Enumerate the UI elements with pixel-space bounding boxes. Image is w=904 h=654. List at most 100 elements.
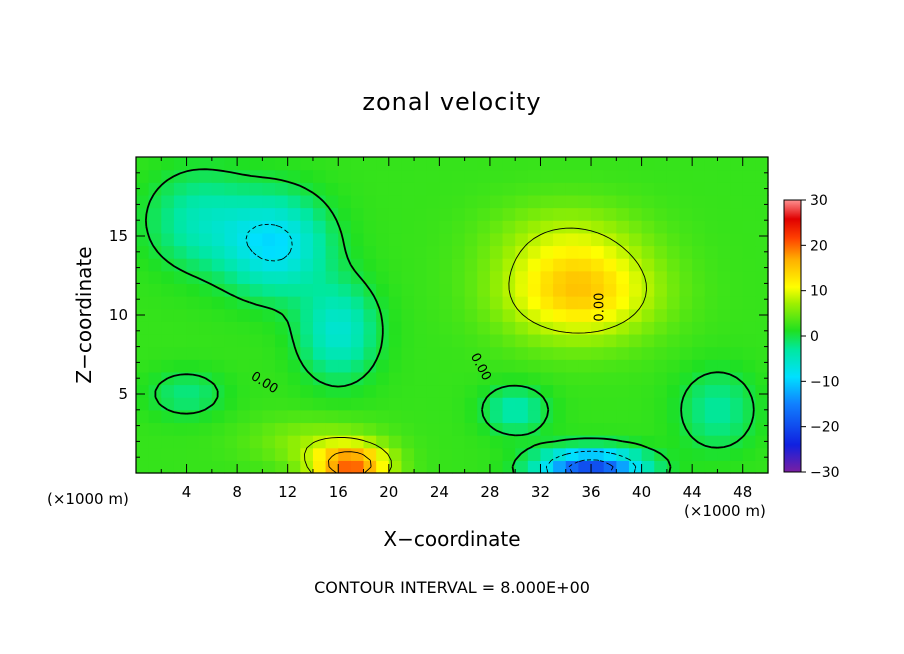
heatmap-cell [704,220,719,234]
heatmap-cell [742,296,756,310]
heatmap-cell [464,182,478,196]
heatmap-cell [666,258,681,272]
heatmap-cell [426,194,440,209]
heatmap-cell [565,422,579,436]
heatmap-cell [641,245,655,259]
heatmap-cell [578,157,592,171]
heatmap-cell [565,435,579,449]
heatmap-cell [363,220,377,234]
heatmap-cell [148,422,162,436]
heatmap-cell [565,409,579,424]
heatmap-cell [616,207,630,221]
heatmap-cell [755,283,769,297]
heatmap-cell [553,409,567,424]
heatmap-cell [477,270,491,284]
heatmap-cell [666,308,681,322]
heatmap-cell [692,245,706,259]
heatmap-cell [287,447,301,461]
heatmap-cell [464,409,478,424]
heatmap-cell [136,258,150,272]
heatmap-cell [376,245,390,259]
heatmap-field [136,157,769,474]
heatmap-cell [350,245,365,259]
heatmap-cell [338,182,352,196]
heatmap-cell [654,384,668,398]
heatmap-cell [452,397,466,411]
heatmap-cell [249,460,263,474]
heatmap-cell [249,384,263,398]
heatmap-cell [591,435,605,449]
heatmap-cell [452,296,466,310]
heatmap-cell [211,157,226,171]
heatmap-cell [591,296,605,310]
heatmap-cell [717,359,731,373]
heatmap-cell [755,157,769,171]
heatmap-cell [527,182,542,196]
heatmap-cell [489,346,504,360]
heatmap-cell [489,384,504,398]
heatmap-cell [464,321,478,335]
heatmap-cell [312,409,327,424]
heatmap-cell [186,182,200,196]
heatmap-cell [199,232,213,247]
heatmap-cell [742,207,756,221]
heatmap-cell [452,333,466,348]
heatmap-cell [654,422,668,436]
heatmap-cell [237,232,251,247]
heatmap-cell [148,308,162,322]
heatmap-cell [565,308,579,322]
heatmap-cell [224,157,238,171]
y-tick-label: 15 [109,227,128,245]
heatmap-cell [553,308,567,322]
heatmap-cell [186,232,200,247]
heatmap-cell [755,321,769,335]
heatmap-cell [275,245,289,259]
heatmap-cell [199,245,213,259]
heatmap-cell [199,220,213,234]
heatmap-cell [628,308,643,322]
heatmap-cell [275,321,289,335]
heatmap-cell [199,409,213,424]
x-tick-label: 40 [632,483,651,501]
heatmap-cell [692,157,706,171]
heatmap-cell [237,447,251,461]
heatmap-cell [211,321,226,335]
heatmap-cell [275,346,289,360]
heatmap-cell [578,207,592,221]
heatmap-cell [388,308,403,322]
heatmap-cell [224,321,238,335]
heatmap-cell [338,194,352,209]
heatmap-cell [148,270,162,284]
heatmap-cell [363,447,377,461]
heatmap-cell [515,321,529,335]
heatmap-cell [616,245,630,259]
heatmap-cell [426,435,440,449]
x-tick-label: 36 [581,483,600,501]
heatmap-cell [464,371,478,386]
heatmap-cell [654,194,668,209]
heatmap-cell [414,409,428,424]
heatmap-cell [540,245,554,259]
heatmap-cell [211,409,226,424]
heatmap-cell [692,321,706,335]
heatmap-cell [325,333,339,348]
heatmap-cell [502,333,516,348]
heatmap-cell [502,359,516,373]
heatmap-cell [312,321,327,335]
heatmap-cell [350,157,365,171]
heatmap-cell [186,359,200,373]
heatmap-cell [439,194,453,209]
heatmap-cell [275,270,289,284]
heatmap-cell [565,157,579,171]
heatmap-cell [363,308,377,322]
heatmap-cell [641,182,655,196]
heatmap-cell [363,270,377,284]
heatmap-cell [704,283,719,297]
heatmap-cell [641,346,655,360]
heatmap-cell [148,157,162,171]
heatmap-cell [173,232,188,247]
heatmap-cell [717,207,731,221]
heatmap-cell [464,157,478,171]
heatmap-cell [300,359,314,373]
heatmap-cell [502,157,516,171]
